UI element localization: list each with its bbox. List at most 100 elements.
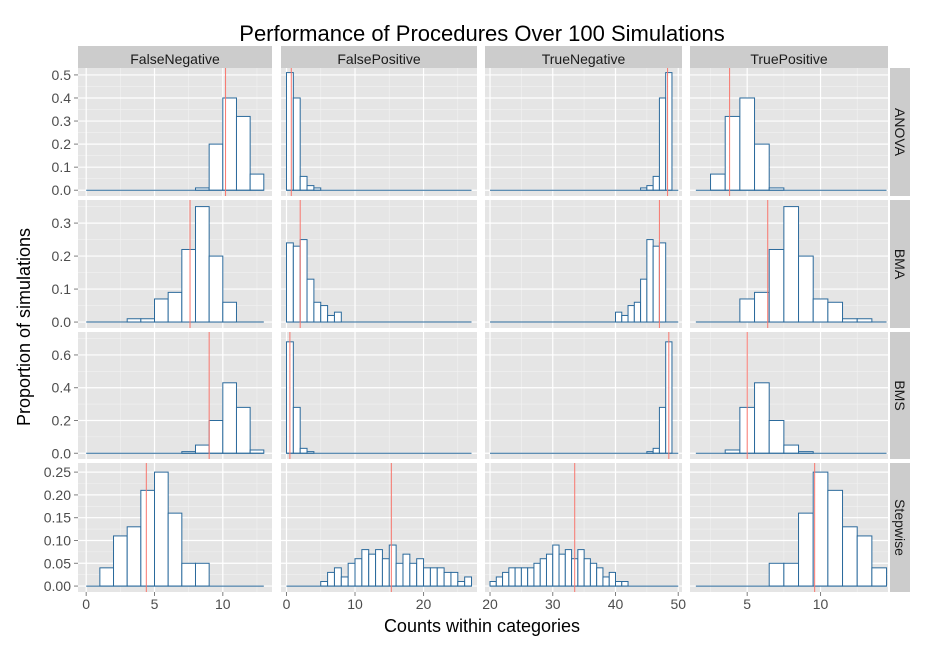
panel-bma-falsepositive xyxy=(281,200,477,328)
panel-background xyxy=(485,332,682,459)
histogram-bar xyxy=(299,175,308,191)
y-tick-label: 0.20 xyxy=(44,487,71,503)
histogram-bar xyxy=(299,239,308,323)
chart-title: Performance of Procedures Over 100 Simul… xyxy=(239,21,724,46)
y-tick-label: 0.0 xyxy=(52,182,72,198)
histogram-bar xyxy=(614,581,623,587)
histogram-bar xyxy=(652,175,660,191)
histogram-bar xyxy=(347,562,356,587)
y-tick-label: 0.4 xyxy=(52,90,72,106)
strip-anova xyxy=(890,68,910,196)
histogram-bar xyxy=(812,471,829,587)
histogram-bar xyxy=(589,562,598,587)
histogram-bar xyxy=(208,143,224,191)
histogram-bar xyxy=(292,245,301,323)
histogram-bar xyxy=(627,305,635,323)
histogram-bar xyxy=(154,471,169,587)
histogram-bar xyxy=(621,314,629,323)
histogram-bar xyxy=(285,242,294,323)
histogram-bar xyxy=(292,406,301,454)
histogram-bar xyxy=(658,406,667,454)
histogram-bar xyxy=(416,558,425,587)
histogram-bar xyxy=(564,549,573,587)
histogram-bar xyxy=(640,278,648,323)
histogram-bar xyxy=(194,444,210,454)
y-tick-label: 0.4 xyxy=(52,380,72,396)
y-tick-label: 0.2 xyxy=(52,412,72,428)
histogram-bar xyxy=(754,382,770,454)
histogram-bar xyxy=(388,544,397,587)
histogram-bar xyxy=(577,549,585,587)
panel-anova-falsenegative xyxy=(78,68,272,196)
histogram-bar xyxy=(354,558,363,587)
histogram-bar xyxy=(194,562,210,587)
x-tick-label: 20 xyxy=(416,596,432,612)
histogram-bar xyxy=(827,301,844,323)
x-tick-label: 50 xyxy=(670,596,686,612)
histogram-bar xyxy=(739,298,756,323)
histogram-bar xyxy=(633,301,642,323)
x-tick-label: 10 xyxy=(347,596,363,612)
y-tick-label: 0.00 xyxy=(44,578,71,594)
panel-bma-truepositive xyxy=(690,200,888,328)
histogram-bar xyxy=(508,567,516,587)
histogram-bar xyxy=(495,576,504,587)
histogram-bar xyxy=(292,97,301,191)
histogram-bar xyxy=(320,305,329,323)
y-tick-label: 0.0 xyxy=(52,445,72,461)
y-tick-label: 0.5 xyxy=(52,67,72,83)
histogram-bar xyxy=(181,562,196,587)
histogram-bar xyxy=(768,562,785,587)
histogram-bar xyxy=(739,97,756,191)
panel-bms-truenegative xyxy=(485,332,682,459)
histogram-bar xyxy=(361,549,370,587)
histogram-bar xyxy=(285,72,294,191)
histogram-bar xyxy=(327,314,335,323)
panel-stepwise-falsenegative xyxy=(78,463,272,592)
histogram-bar xyxy=(783,444,800,454)
panel-background xyxy=(690,332,888,459)
strip-stepwise xyxy=(890,463,910,592)
panel-bma-truenegative xyxy=(485,200,682,328)
y-tick-label: 0.6 xyxy=(52,347,72,363)
histogram-bar xyxy=(754,143,770,191)
strip-truepositive xyxy=(690,46,888,68)
histogram-bar xyxy=(533,562,541,587)
histogram-bar xyxy=(450,571,459,587)
histogram-bar xyxy=(327,571,335,587)
histogram-bar xyxy=(167,291,183,323)
y-tick-label: 0.05 xyxy=(44,555,71,571)
y-axis-title: Proportion of simulations xyxy=(14,228,34,426)
histogram-bar xyxy=(658,97,667,191)
y-tick-label: 0.2 xyxy=(52,248,72,264)
panel-stepwise-truenegative xyxy=(485,463,682,592)
histogram-bar xyxy=(646,239,654,323)
strip-bms xyxy=(890,332,910,459)
x-tick-label: 10 xyxy=(215,596,231,612)
y-tick-label: 0.1 xyxy=(52,159,72,175)
histogram-bar xyxy=(306,185,315,191)
histogram-bar xyxy=(235,406,251,454)
strip-bma xyxy=(890,200,910,328)
histogram-bar xyxy=(235,115,251,191)
strip-label-bma: BMA xyxy=(892,249,908,280)
histogram-bar xyxy=(710,173,726,191)
histogram-bar xyxy=(502,571,510,587)
strip-falsenegative xyxy=(78,46,272,68)
histogram-bar xyxy=(768,419,785,454)
histogram-bar xyxy=(113,535,128,587)
y-tick-label: 0.0 xyxy=(52,314,72,330)
panel-anova-truenegative xyxy=(485,68,682,196)
histogram-bar xyxy=(436,567,445,587)
histogram-bar xyxy=(313,301,322,323)
histogram-bar xyxy=(299,447,308,454)
histogram-bar xyxy=(558,553,566,587)
histogram-bar xyxy=(443,571,452,587)
histogram-bar xyxy=(333,567,342,587)
histogram-bar xyxy=(181,248,196,323)
histogram-bar xyxy=(375,549,383,587)
x-tick-label: 30 xyxy=(545,596,561,612)
histogram-bar xyxy=(596,567,604,587)
y-tick-label: 0.15 xyxy=(44,510,71,526)
